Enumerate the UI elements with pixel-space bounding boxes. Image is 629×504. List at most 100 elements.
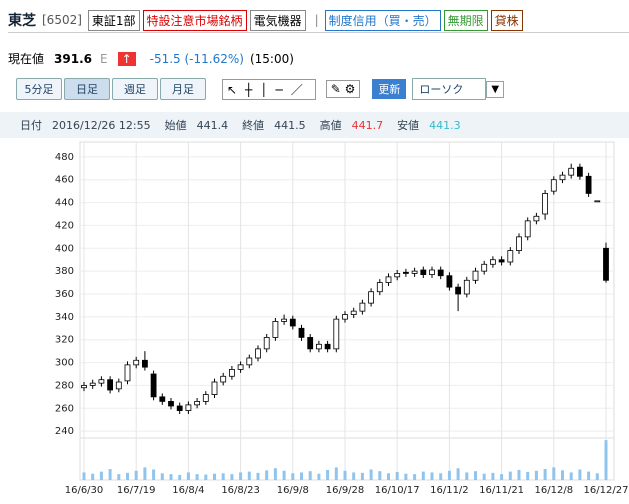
x-tick-label: 16/8/4 — [172, 485, 204, 496]
info-label: 日付 — [20, 119, 42, 132]
tag: 特設注意市場銘柄 — [142, 9, 247, 31]
info-value: 2016/12/26 12:55 — [52, 118, 151, 132]
volume-bar — [160, 473, 164, 480]
candle-body — [324, 343, 331, 350]
plot-frame — [79, 141, 615, 481]
quote: 現在値 391.6 E ↑ -51.5 (-11.62%) (15:00) — [8, 50, 629, 67]
y-tick-label: 420 — [55, 220, 74, 231]
candle-body — [307, 337, 314, 350]
dropdown[interactable]: ▼ — [486, 80, 505, 98]
candle-body — [246, 357, 253, 366]
candle-body — [298, 327, 305, 338]
info-value: 441.7 — [351, 118, 384, 132]
volume-bar — [447, 470, 451, 480]
candle-body — [411, 270, 418, 274]
candle-body — [533, 215, 540, 222]
candle-body — [498, 259, 505, 263]
candle-body — [577, 166, 583, 177]
candle-body — [394, 273, 401, 278]
period-button[interactable]: 日足 — [64, 78, 110, 100]
stock-code: [6502] — [42, 13, 82, 27]
candle-body — [342, 314, 348, 320]
info-label: 安値 — [397, 119, 420, 132]
volume-bar — [265, 470, 269, 480]
volume-bar — [378, 471, 382, 480]
y-tick-label: 380 — [55, 266, 74, 277]
candle-body — [489, 259, 496, 265]
volume-bar — [508, 471, 512, 480]
toolbar: 5分足 日足 週足 月足 ↖┼│─／ ✎ ⚙ 更新 ローソク ▼ — [16, 78, 629, 100]
candle-body — [376, 282, 383, 293]
volume-bar — [543, 469, 547, 480]
separator: | — [314, 13, 319, 27]
header: 東芝 [6502] 東証1部 特設注意市場銘柄 電気機器 | 制度信用（買・売）… — [8, 8, 629, 33]
volume-bar — [360, 472, 364, 480]
info-value: 441.4 — [196, 118, 229, 132]
period-button[interactable]: 週足 — [112, 78, 158, 100]
y-tick-label: 480 — [55, 152, 74, 163]
volume-bar — [517, 469, 521, 480]
tool-icons[interactable]: ✎ ⚙ — [325, 80, 361, 98]
volume-bar — [604, 440, 608, 480]
info-label: 高値 — [319, 119, 342, 132]
candle-body — [133, 359, 140, 366]
volume-bar — [465, 472, 469, 480]
candle-body — [603, 247, 609, 281]
volume-bar — [569, 472, 573, 480]
volume-bar — [143, 467, 147, 480]
volume-bar — [343, 470, 347, 480]
volume-bar — [99, 471, 103, 480]
candle-body — [350, 310, 357, 315]
style-select[interactable]: ローソク — [412, 78, 487, 100]
y-tick-label: 440 — [55, 198, 74, 209]
tag: 電気機器 — [249, 9, 306, 31]
candle-body — [463, 279, 470, 295]
period-button[interactable]: 月足 — [160, 78, 206, 100]
volume-bar — [195, 474, 199, 480]
info-label: 終値 — [242, 119, 265, 132]
volume-bar — [526, 472, 530, 480]
volume-bar — [213, 473, 216, 480]
volume-bar — [587, 471, 591, 480]
volume-bar — [352, 472, 356, 480]
x-tick-label: 16/11/2 — [430, 485, 469, 496]
candle-body — [446, 275, 453, 288]
x-tick-label: 16/10/17 — [375, 485, 420, 496]
volume-bar — [413, 474, 417, 480]
candle-body — [202, 394, 209, 402]
price: 391.6 — [54, 51, 92, 66]
y-tick-label: 240 — [55, 426, 74, 437]
candle-body — [107, 379, 113, 391]
candle-body — [211, 381, 218, 395]
tool-icons[interactable]: ↖┼│─／ — [222, 78, 316, 100]
volume-bar — [256, 472, 260, 480]
volume-bar — [395, 472, 399, 480]
candle-body — [333, 318, 340, 350]
volume-bar — [474, 471, 477, 480]
candle-body — [359, 302, 366, 312]
volume-bar — [334, 467, 338, 480]
candle-body — [559, 174, 566, 181]
x-tick-label: 16/12/27 — [584, 485, 629, 496]
arrow: ↑ — [117, 51, 136, 66]
candle-body — [516, 236, 522, 251]
tag: 無期限 — [443, 9, 488, 31]
info-label: 始値 — [164, 119, 187, 132]
tag: 東証1部 — [87, 9, 140, 31]
candle-body — [289, 318, 296, 327]
change: -51.5 (-11.62%) — [149, 51, 244, 66]
candle-body — [594, 200, 601, 203]
quote-label: 現在値 — [8, 52, 45, 66]
refresh-button[interactable]: 更新 — [372, 79, 407, 99]
x-tick-label: 16/11/21 — [479, 485, 524, 496]
period-button[interactable]: 5分足 — [16, 78, 62, 100]
x-tick-label: 16/6/30 — [65, 485, 104, 496]
candle-body — [585, 175, 592, 194]
candle-body — [176, 405, 183, 411]
candle-body — [141, 359, 148, 368]
x-tick-label: 16/9/8 — [277, 485, 309, 496]
volume-bar — [230, 474, 234, 480]
volume-bar — [282, 470, 286, 480]
candle-body — [124, 364, 131, 382]
volume-bar — [387, 473, 390, 480]
